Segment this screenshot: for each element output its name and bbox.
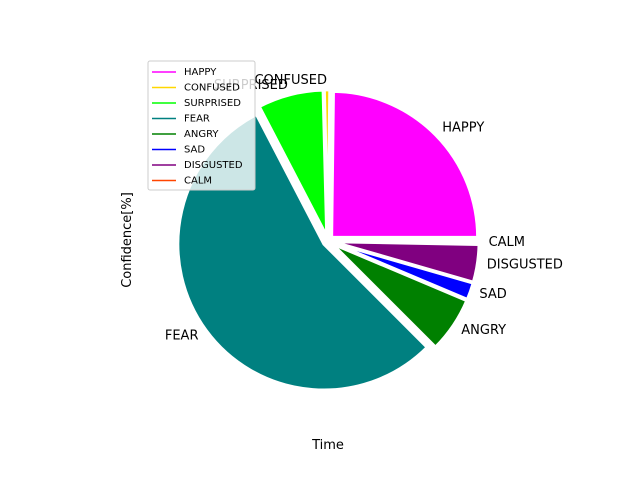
legend-items: HAPPY CONFUSED SURPRISED FEAR ANGRY SAD DISGUS… (152, 67, 243, 187)
legend-label-confused: CONFUSED (184, 83, 240, 94)
slice-label-happy: HAPPY (442, 121, 484, 136)
slice-label-fear: FEAR (165, 328, 199, 343)
legend-label-sad: SAD (184, 145, 205, 156)
slice-label-angry: ANGRY (461, 323, 506, 338)
slice-label-sad: SAD (479, 287, 506, 302)
legend-label-fear: FEAR (184, 114, 210, 125)
legend-label-calm: CALM (184, 176, 212, 187)
legend-label-angry: ANGRY (184, 129, 219, 140)
y-axis-label: Confidence[%] (120, 192, 135, 288)
pie-slice-happy (330, 89, 480, 239)
x-axis-label: Time (311, 438, 344, 453)
slice-label-disgusted: DISGUSTED (487, 257, 563, 272)
slice-label-calm: CALM (489, 235, 525, 250)
legend-frame (147, 60, 256, 191)
legend-label-disgusted: DISGUSTED (184, 160, 243, 171)
slice-label-confused: CONFUSED (254, 73, 327, 88)
pie-slices (176, 88, 481, 392)
pie-slice-calm (331, 239, 481, 246)
legend: HAPPY CONFUSED SURPRISED FEAR ANGRY SAD DISGUS… (147, 60, 256, 191)
pie-slice-surprised (257, 88, 329, 238)
legend-label-happy: HAPPY (184, 67, 217, 78)
legend-label-surprised: SURPRISED (184, 98, 241, 109)
